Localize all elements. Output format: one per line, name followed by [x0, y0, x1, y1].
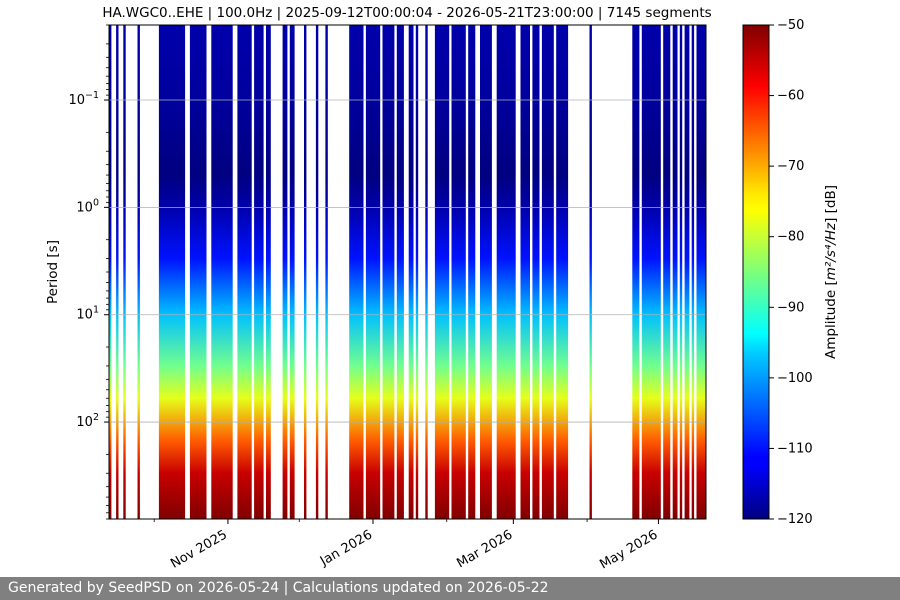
psd-segment-9: [266, 25, 271, 519]
colorbar-tick-label-3: −80: [777, 230, 804, 245]
y-tick-label-0: 10−1: [68, 90, 99, 108]
psd-segment-13: [315, 25, 319, 519]
x-tick-label-1: Jan 2026: [317, 527, 375, 569]
psd-segment-12: [304, 25, 307, 519]
psd-segment-5: [189, 25, 207, 519]
psd-segment-38: [691, 25, 695, 519]
psd-segment-20: [415, 25, 419, 519]
colorbar-tick-label-5: −100: [777, 371, 813, 386]
colorbar-tick-label-4: −90: [777, 300, 804, 315]
colorbar-label-units: m²/s⁴/Hz: [823, 222, 839, 280]
psd-segment-19: [408, 25, 414, 519]
psd-segment-36: [679, 25, 683, 519]
psd-segment-1: [116, 25, 119, 519]
x-tick-label-2: Mar 2026: [454, 527, 515, 571]
y-axis-label: Period [s]: [45, 240, 61, 304]
psd-segment-14: [325, 25, 328, 519]
colorbar-tick-label-0: −50: [777, 18, 804, 33]
psd-segment-32: [632, 25, 640, 519]
colorbar-label-end: ] [dB]: [823, 185, 839, 223]
psd-segment-15: [349, 25, 364, 519]
psd-segment-11: [289, 25, 295, 519]
psd-segment-21: [425, 25, 428, 519]
psd-segment-23: [451, 25, 466, 519]
colorbar-ticks: −50 −60 −70 −80 −90 −100 −110 −120: [769, 18, 813, 527]
y-tick-label-2: 101: [76, 305, 99, 323]
psd-segment-8: [254, 25, 264, 519]
psd-segments: [109, 25, 706, 519]
psd-segment-24: [468, 25, 476, 519]
colorbar-tick-label-6: −110: [777, 441, 813, 456]
chart-title: HA.WGC0..EHE | 100.0Hz | 2025-09-12T00:0…: [102, 5, 711, 21]
colorbar-tick-label-7: −120: [777, 512, 813, 527]
psd-segment-0: [109, 25, 112, 519]
y-axis: 10−1 100 101 102: [68, 24, 109, 520]
psd-segment-3: [137, 25, 140, 519]
psd-figure: HA.WGC0..EHE | 100.0Hz | 2025-09-12T00:0…: [45, 5, 839, 573]
psd-segment-35: [672, 25, 678, 519]
colorbar-tick-label-1: −60: [777, 89, 804, 104]
psd-segment-4: [158, 25, 186, 519]
colorbar: [742, 24, 770, 520]
psd-segment-2: [123, 25, 126, 519]
footer-bar: Generated by SeedPSD on 2026-05-24 | Cal…: [0, 577, 900, 600]
psd-segment-27: [520, 25, 530, 519]
psd-segment-33: [641, 25, 661, 519]
psd-segment-25: [480, 25, 492, 519]
psd-segment-6: [211, 25, 233, 519]
psd-segment-26: [496, 25, 516, 519]
psd-segment-28: [532, 25, 540, 519]
psd-segment-17: [382, 25, 395, 519]
plot-area: [109, 25, 706, 519]
psd-segment-29: [541, 25, 554, 519]
psd-segment-16: [365, 25, 381, 519]
psd-segment-39: [696, 25, 706, 519]
psd-segment-22: [434, 25, 450, 519]
grid-lines: [109, 99, 706, 423]
psd-segment-34: [663, 25, 671, 519]
y-tick-label-1: 100: [76, 197, 99, 215]
psd-segment-18: [396, 25, 404, 519]
y-tick-label-3: 102: [76, 412, 99, 430]
x-axis: Nov 2025 Jan 2026 Mar 2026 May 2026: [153, 519, 660, 573]
colorbar-label: Amplitude [m²/s⁴/Hz] [dB]: [823, 185, 839, 359]
colorbar-tick-label-2: −70: [777, 159, 804, 174]
x-tick-label-0: Nov 2025: [168, 527, 230, 571]
psd-segment-37: [684, 25, 690, 519]
psd-segment-7: [237, 25, 252, 519]
x-tick-label-3: May 2026: [597, 527, 660, 572]
psd-segment-30: [556, 25, 569, 519]
psd-segment-31: [589, 25, 592, 519]
colorbar-label-main: Amplitude [: [823, 280, 839, 359]
psd-segment-10: [282, 25, 288, 519]
